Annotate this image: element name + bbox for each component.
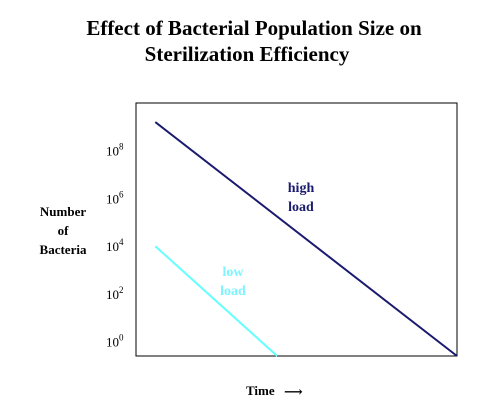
y-tick-base: 10 — [106, 144, 119, 159]
x-axis-label: Time — [246, 383, 275, 398]
x-axis-arrow-icon: ⟶ — [284, 384, 303, 399]
series-label-low-load-line-1: low — [223, 265, 245, 280]
y-tick-exponent: 4 — [119, 237, 124, 247]
y-tick-exponent: 8 — [119, 142, 124, 152]
y-tick-base: 10 — [106, 335, 119, 350]
y-tick-label-8: 108 — [106, 142, 124, 159]
y-tick-base: 10 — [106, 287, 119, 302]
series-labels: high load low load — [220, 181, 314, 299]
y-axis-label-line-1: Number — [40, 204, 86, 219]
series-label-high-load-line-1: high — [288, 181, 315, 196]
series-lines — [154, 121, 458, 357]
series-label-low-load-line-2: load — [220, 284, 246, 299]
y-tick-exponent: 6 — [119, 189, 124, 199]
y-tick-exponent: 0 — [119, 333, 124, 343]
y-tick-base: 10 — [106, 239, 119, 254]
y-tick-label-4: 104 — [106, 237, 124, 254]
y-tick-exponent: 2 — [119, 285, 124, 295]
y-axis-label-line-3: Bacteria — [40, 242, 87, 257]
chart-title-line-1: Effect of Bacterial Population Size on — [86, 16, 422, 40]
y-tick-label-0: 100 — [106, 333, 124, 350]
series-line-high-load — [154, 121, 458, 357]
y-tick-base: 10 — [106, 191, 119, 206]
series-line-low-load — [154, 245, 278, 357]
y-axis-label-line-2: of — [58, 223, 70, 238]
chart-title-line-2: Sterilization Efficiency — [145, 42, 350, 66]
series-label-high-load-line-2: load — [288, 200, 314, 215]
y-tick-label-2: 102 — [106, 285, 124, 302]
y-tick-label-6: 106 — [106, 189, 124, 206]
